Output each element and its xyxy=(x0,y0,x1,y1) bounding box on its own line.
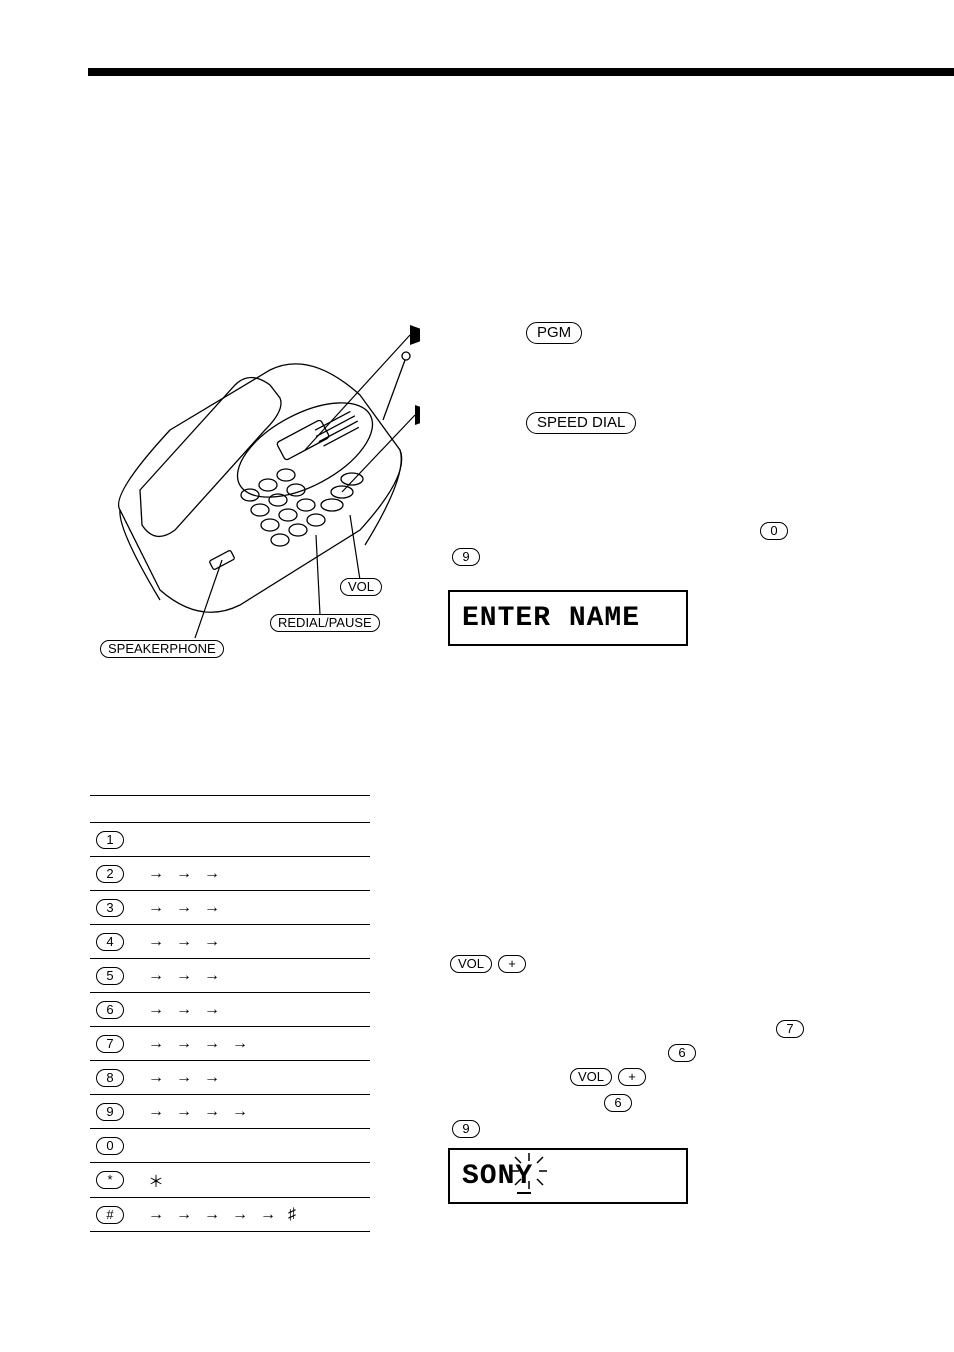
arrow-right-icon: → xyxy=(204,1001,220,1019)
seq-cell: → → → xyxy=(138,865,370,883)
table-row: 7 → → → → xyxy=(90,1027,370,1061)
key-6b: 6 xyxy=(604,1094,632,1112)
arrow-right-icon: → xyxy=(260,1206,276,1224)
arrow-right-icon: → xyxy=(204,1035,220,1053)
key-label: 0 xyxy=(96,1137,124,1155)
arrow-right-icon: → xyxy=(148,933,164,951)
seq-cell: ＊ xyxy=(138,1168,370,1192)
table-row: 9 → → → → xyxy=(90,1095,370,1129)
label-speakerphone: SPEAKERPHONE xyxy=(100,640,224,658)
char-entry-table: 12→→→3→→→4→→→5→→→6→→→7→→→→8→→→9→→→→0*＊#→… xyxy=(90,795,370,1232)
lcd-enter-name: ENTER NAME xyxy=(448,590,688,646)
arrow-right-icon: → xyxy=(232,1206,248,1224)
glyph: ♯ xyxy=(288,1206,296,1224)
key-label: 7 xyxy=(96,1035,124,1053)
key-label: * xyxy=(96,1171,124,1189)
key-label: 8 xyxy=(96,1069,124,1087)
key-6a: 6 xyxy=(668,1044,696,1062)
table-row: # → → → → → ♯ xyxy=(90,1198,370,1232)
key-label: 5 xyxy=(96,967,124,985)
vol-plus-line-1: VOL + xyxy=(450,955,526,973)
seq-cell: → → → xyxy=(138,933,370,951)
key-0: 0 xyxy=(760,522,788,540)
arrow-right-icon: → xyxy=(232,1103,248,1121)
seq-cell: → → → → xyxy=(138,1035,370,1053)
arrow-right-icon: → xyxy=(148,865,164,883)
spark-icon xyxy=(509,1151,549,1191)
label-speed-dial: SPEED DIAL xyxy=(526,412,636,434)
table-row: 2 → → → xyxy=(90,857,370,891)
table-row: *＊ xyxy=(90,1163,370,1198)
table-row: 1 xyxy=(90,823,370,857)
label-redial-pause: REDIAL/PAUSE xyxy=(270,614,380,632)
key-label: 1 xyxy=(96,831,124,849)
table-row: 6 → → → xyxy=(90,993,370,1027)
vol-plus-line-2: VOL + xyxy=(570,1068,646,1086)
seq-cell: → → → → xyxy=(138,1103,370,1121)
key-label: 2 xyxy=(96,865,124,883)
key-7: 7 xyxy=(776,1020,804,1038)
key-label: 6 xyxy=(96,1001,124,1019)
arrow-right-icon: → xyxy=(148,1103,164,1121)
seq-cell: → → → → → ♯ xyxy=(138,1206,370,1224)
key-label: 9 xyxy=(96,1103,124,1121)
arrow-right-icon: → xyxy=(176,1069,192,1087)
arrow-right-icon: → xyxy=(176,865,192,883)
arrow-right-icon: → xyxy=(176,1001,192,1019)
arrow-right-icon: → xyxy=(232,1035,248,1053)
arrow-right-icon: → xyxy=(204,1206,220,1224)
label-vol: VOL xyxy=(340,578,382,596)
arrow-right-icon: → xyxy=(148,1206,164,1224)
key-label: 3 xyxy=(96,899,124,917)
table-row: 8 → → → xyxy=(90,1061,370,1095)
arrow-right-icon: → xyxy=(176,967,192,985)
label-vol-2: VOL xyxy=(450,955,492,973)
key-label: 4 xyxy=(96,933,124,951)
lcd-sony-prefix: SON xyxy=(462,1161,515,1192)
table-row: 4 → → → xyxy=(90,925,370,959)
lcd-sony: SON Y xyxy=(448,1148,688,1204)
arrow-right-icon: → xyxy=(204,865,220,883)
label-pgm: PGM xyxy=(526,322,582,344)
table-row: 5 → → → xyxy=(90,959,370,993)
arrow-right-icon: → xyxy=(204,967,220,985)
seq-cell: → → → xyxy=(138,967,370,985)
table-row: 0 xyxy=(90,1129,370,1163)
seq-cell: → → → xyxy=(138,899,370,917)
key-plus-2: + xyxy=(618,1068,646,1086)
arrow-right-icon: → xyxy=(148,1035,164,1053)
seq-cell: → → → xyxy=(138,1001,370,1019)
label-vol-3: VOL xyxy=(570,1068,612,1086)
arrow-right-icon: → xyxy=(148,1069,164,1087)
key-plus-1: + xyxy=(498,955,526,973)
top-rule xyxy=(88,68,954,76)
phone-illustration: VOL REDIAL/PAUSE SPEAKERPHONE xyxy=(100,300,420,670)
arrow-right-icon: → xyxy=(176,899,192,917)
arrow-right-icon: → xyxy=(176,1035,192,1053)
arrow-right-icon: → xyxy=(204,933,220,951)
arrow-right-icon: → xyxy=(148,967,164,985)
arrow-right-icon: → xyxy=(176,933,192,951)
key-label: # xyxy=(96,1206,124,1224)
arrow-right-icon: → xyxy=(176,1206,192,1224)
lcd-enter-name-text: ENTER NAME xyxy=(462,603,640,634)
arrow-right-icon: → xyxy=(148,899,164,917)
arrow-right-icon: → xyxy=(148,1001,164,1019)
arrow-right-icon: → xyxy=(204,899,220,917)
table-row: 3 → → → xyxy=(90,891,370,925)
arrow-right-icon: → xyxy=(204,1103,220,1121)
arrow-right-icon: → xyxy=(176,1103,192,1121)
key-9: 9 xyxy=(452,548,480,566)
arrow-right-icon: → xyxy=(204,1069,220,1087)
lcd-sony-cursor: Y xyxy=(515,1161,533,1192)
key-9b: 9 xyxy=(452,1120,480,1138)
seq-cell: → → → xyxy=(138,1069,370,1087)
glyph: ＊ xyxy=(148,1168,164,1192)
